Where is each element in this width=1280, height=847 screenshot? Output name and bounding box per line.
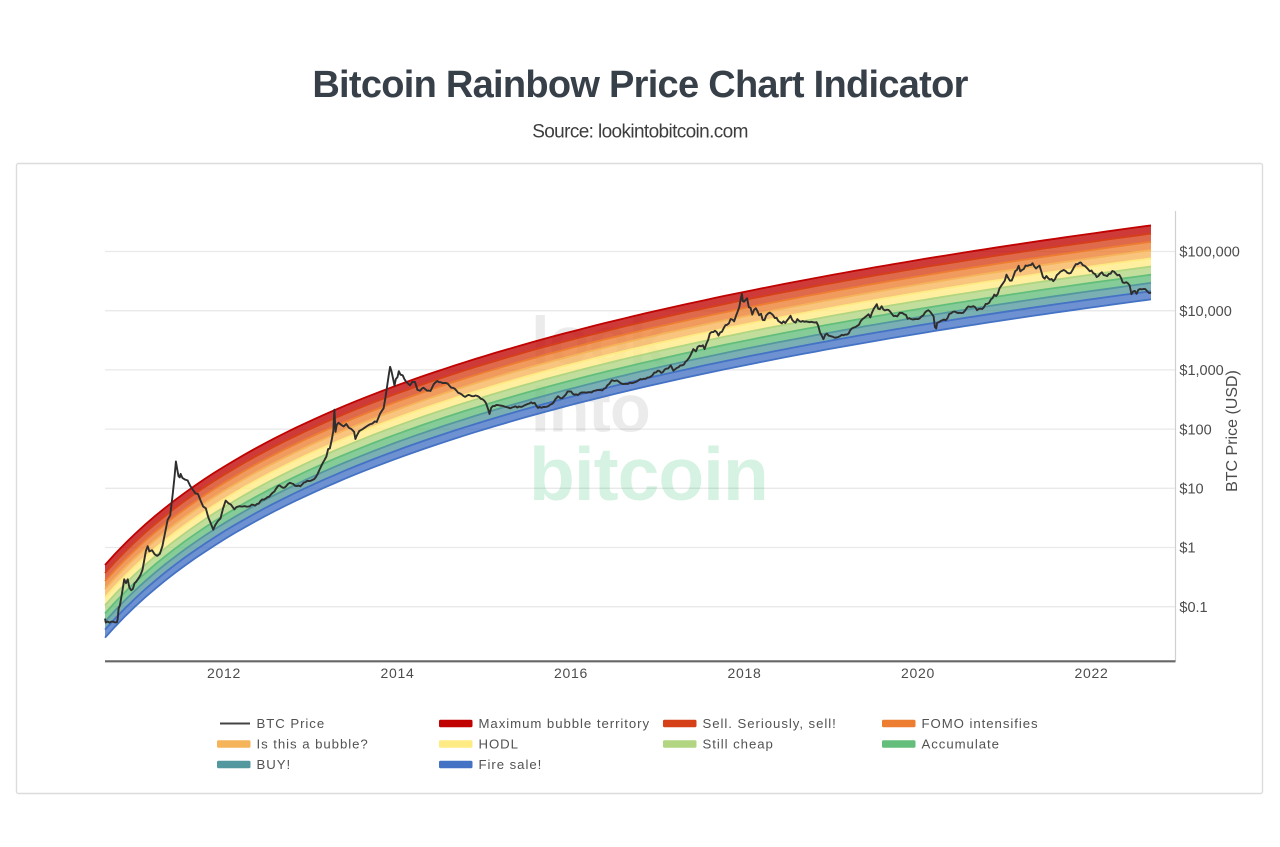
svg-text:Maximum bubble territory: Maximum bubble territory <box>479 716 651 731</box>
svg-text:$10: $10 <box>1179 482 1203 498</box>
svg-text:Accumulate: Accumulate <box>922 736 1000 751</box>
svg-text:Source: lookintobitcoin.com: Source: lookintobitcoin.com <box>532 122 748 143</box>
svg-text:$1: $1 <box>1179 541 1195 557</box>
svg-text:2016: 2016 <box>554 665 588 681</box>
svg-text:Still cheap: Still cheap <box>703 736 774 751</box>
svg-text:$1,000: $1,000 <box>1179 363 1223 379</box>
svg-text:2014: 2014 <box>381 665 415 681</box>
svg-text:BUY!: BUY! <box>257 757 292 772</box>
svg-text:Bitcoin Rainbow Price Chart In: Bitcoin Rainbow Price Chart Indicator <box>312 64 968 106</box>
svg-text:HODL: HODL <box>479 736 519 751</box>
svg-text:2018: 2018 <box>728 665 762 681</box>
svg-text:Sell. Seriously, sell!: Sell. Seriously, sell! <box>703 716 837 731</box>
svg-text:bitcoin: bitcoin <box>529 432 768 516</box>
svg-text:$100,000: $100,000 <box>1179 245 1239 261</box>
svg-text:BTC Price (USD): BTC Price (USD) <box>1224 370 1241 492</box>
svg-text:FOMO intensifies: FOMO intensifies <box>922 716 1039 731</box>
svg-text:Fire sale!: Fire sale! <box>479 757 543 772</box>
svg-text:Is this a bubble?: Is this a bubble? <box>257 736 369 751</box>
svg-text:$10,000: $10,000 <box>1179 304 1231 320</box>
svg-text:BTC Price: BTC Price <box>257 716 326 731</box>
svg-text:2012: 2012 <box>207 665 241 681</box>
svg-text:$0.1: $0.1 <box>1179 600 1207 616</box>
svg-text:2022: 2022 <box>1075 665 1109 681</box>
svg-text:2020: 2020 <box>901 665 935 681</box>
svg-text:$100: $100 <box>1179 422 1211 438</box>
